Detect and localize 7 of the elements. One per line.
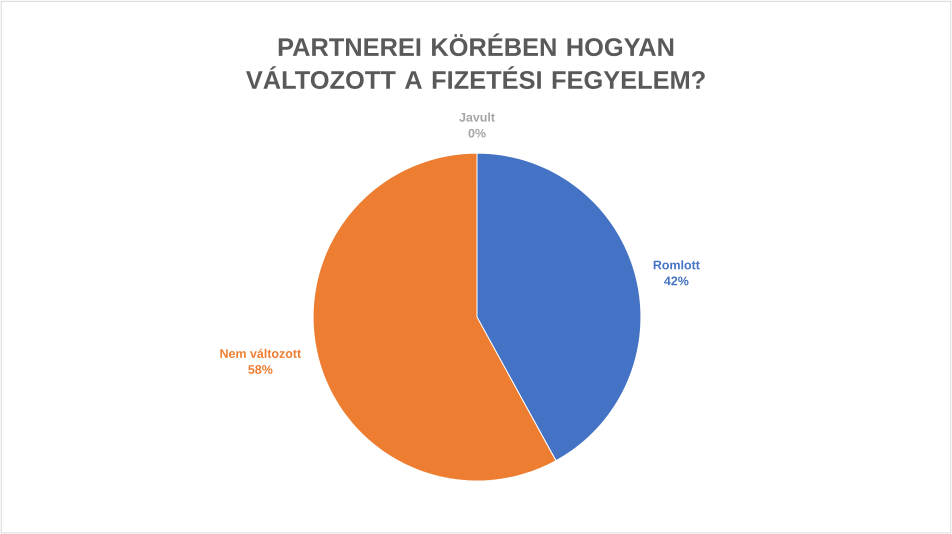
category-label: Javult xyxy=(459,112,495,122)
slice-label: Nem változott xyxy=(220,348,301,358)
data-label: 42% xyxy=(664,276,689,286)
text: 0% xyxy=(468,128,486,138)
chart-title: PARTNEREI KÖRÉBEN HOGYAN VÁLTOZOTT A FIZETÉSI FEGYELEM? xyxy=(246,33,705,89)
slice-label: Romlott xyxy=(654,260,700,270)
data-label: 58% xyxy=(248,365,272,374)
